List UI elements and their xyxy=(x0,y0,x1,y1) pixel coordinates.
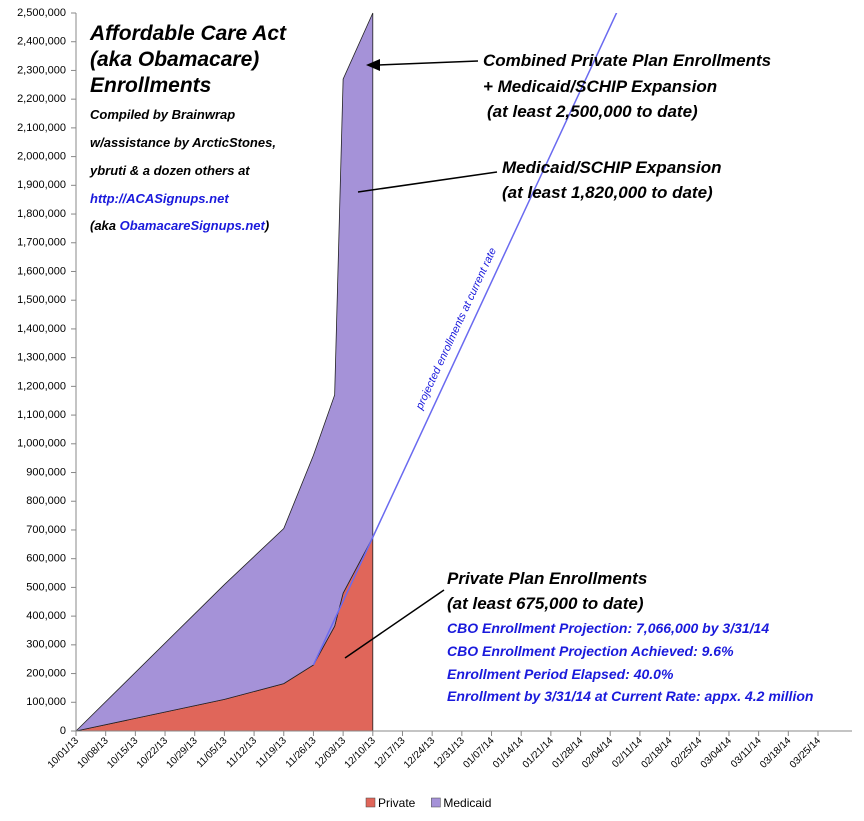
stat: Enrollment by 3/31/14 at Current Rate: a… xyxy=(447,688,813,704)
y-tick-label: 2,400,000 xyxy=(17,36,66,48)
credit: ybruti & a dozen others at xyxy=(89,163,250,178)
stat: CBO Enrollment Projection Achieved: 9.6% xyxy=(447,643,734,659)
y-tick-label: 1,900,000 xyxy=(17,179,66,191)
y-tick-label: 800,000 xyxy=(26,495,66,507)
legend-label: Medicaid xyxy=(443,796,491,810)
y-tick-label: 2,100,000 xyxy=(17,122,66,134)
y-tick-label: 1,800,000 xyxy=(17,208,66,220)
y-tick-label: 2,000,000 xyxy=(17,151,66,163)
legend-swatch xyxy=(431,797,441,808)
projection-line xyxy=(312,13,618,666)
y-tick-label: 1,000,000 xyxy=(17,438,66,450)
legend-swatch xyxy=(365,797,376,808)
annotation: Combined Private Plan Enrollments xyxy=(483,51,771,70)
chart-title: (aka Obamacare) xyxy=(90,48,259,71)
y-tick-label: 2,300,000 xyxy=(17,64,66,76)
arrowhead xyxy=(366,59,380,71)
text: (aka xyxy=(90,218,120,233)
y-tick-label: 600,000 xyxy=(26,553,66,565)
y-tick-label: 200,000 xyxy=(26,667,66,679)
y-tick-label: 1,300,000 xyxy=(17,352,66,364)
y-tick-label: 500,000 xyxy=(26,581,66,593)
y-tick-label: 1,100,000 xyxy=(17,409,66,421)
annotation: + Medicaid/SCHIP Expansion xyxy=(483,77,717,96)
area xyxy=(74,12,374,732)
y-tick-label: 2,200,000 xyxy=(17,93,66,105)
annotation: (at least 675,000 to date) xyxy=(447,594,644,613)
y-tick-label: 700,000 xyxy=(26,524,66,536)
annotation: (at least 2,500,000 to date) xyxy=(487,102,698,121)
annotation: Private Plan Enrollments xyxy=(447,569,647,588)
y-tick-label: 1,500,000 xyxy=(17,294,66,306)
legend-label: Private xyxy=(378,796,416,810)
y-tick-label: 900,000 xyxy=(26,466,66,478)
credit: w/assistance by ArcticStones, xyxy=(90,135,276,150)
chart-title: Affordable Care Act xyxy=(89,22,287,45)
credit: Compiled by Brainwrap xyxy=(90,107,235,122)
link: ObamacareSignups.net xyxy=(120,218,266,233)
annotation: Medicaid/SCHIP Expansion xyxy=(502,158,721,177)
y-tick-label: 2,500,000 xyxy=(17,7,66,19)
link-alt: (aka ObamacareSignups.net) xyxy=(90,218,269,233)
link: http://ACASignups.net xyxy=(90,191,229,206)
y-tick-label: 1,400,000 xyxy=(17,323,66,335)
chart-title: Enrollments xyxy=(90,74,211,97)
pointer xyxy=(344,589,445,659)
annotation: (at least 1,820,000 to date) xyxy=(502,183,713,202)
y-tick-label: 1,700,000 xyxy=(17,237,66,249)
y-tick-label: 1,200,000 xyxy=(17,380,66,392)
y-tick-label: 100,000 xyxy=(26,696,66,708)
y-tick-label: 0 xyxy=(60,725,66,737)
stat: Enrollment Period Elapsed: 40.0% xyxy=(447,666,674,682)
pointer xyxy=(377,60,479,66)
stat: CBO Enrollment Projection: 7,066,000 by … xyxy=(447,620,769,636)
y-tick-label: 300,000 xyxy=(26,639,66,651)
y-tick-label: 1,600,000 xyxy=(17,265,66,277)
pointer xyxy=(357,171,498,193)
text: ) xyxy=(263,218,269,233)
legend: Private Medicaid xyxy=(365,796,491,810)
y-tick-label: 400,000 xyxy=(26,610,66,622)
